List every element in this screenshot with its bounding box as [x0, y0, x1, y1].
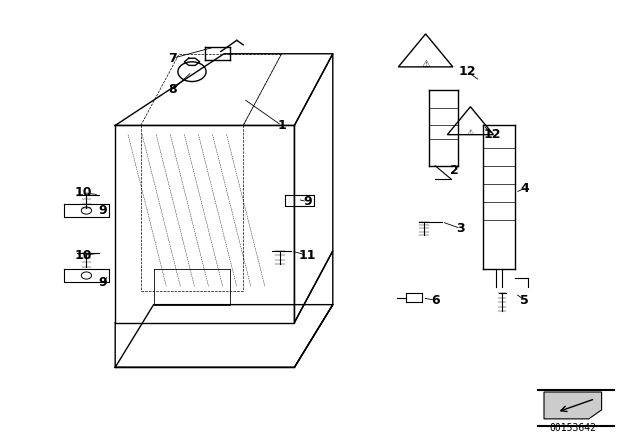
Polygon shape	[544, 392, 602, 419]
Text: 4: 4	[520, 181, 529, 195]
Text: 3: 3	[456, 222, 465, 235]
Text: 1: 1	[277, 119, 286, 132]
Text: 6: 6	[431, 293, 440, 307]
Text: 12: 12	[458, 65, 476, 78]
Text: 10: 10	[74, 249, 92, 262]
Text: ⚠: ⚠	[467, 128, 474, 137]
Text: 8: 8	[168, 83, 177, 96]
Text: ⚠: ⚠	[421, 59, 430, 69]
Text: 5: 5	[520, 293, 529, 307]
Text: 00153642: 00153642	[549, 423, 596, 433]
Text: 2: 2	[450, 164, 459, 177]
Text: 9: 9	[98, 204, 107, 217]
Text: 9: 9	[303, 195, 312, 208]
Text: 9: 9	[98, 276, 107, 289]
Text: 7: 7	[168, 52, 177, 65]
Text: 10: 10	[74, 186, 92, 199]
Text: 12: 12	[484, 128, 502, 141]
Text: 11: 11	[298, 249, 316, 262]
